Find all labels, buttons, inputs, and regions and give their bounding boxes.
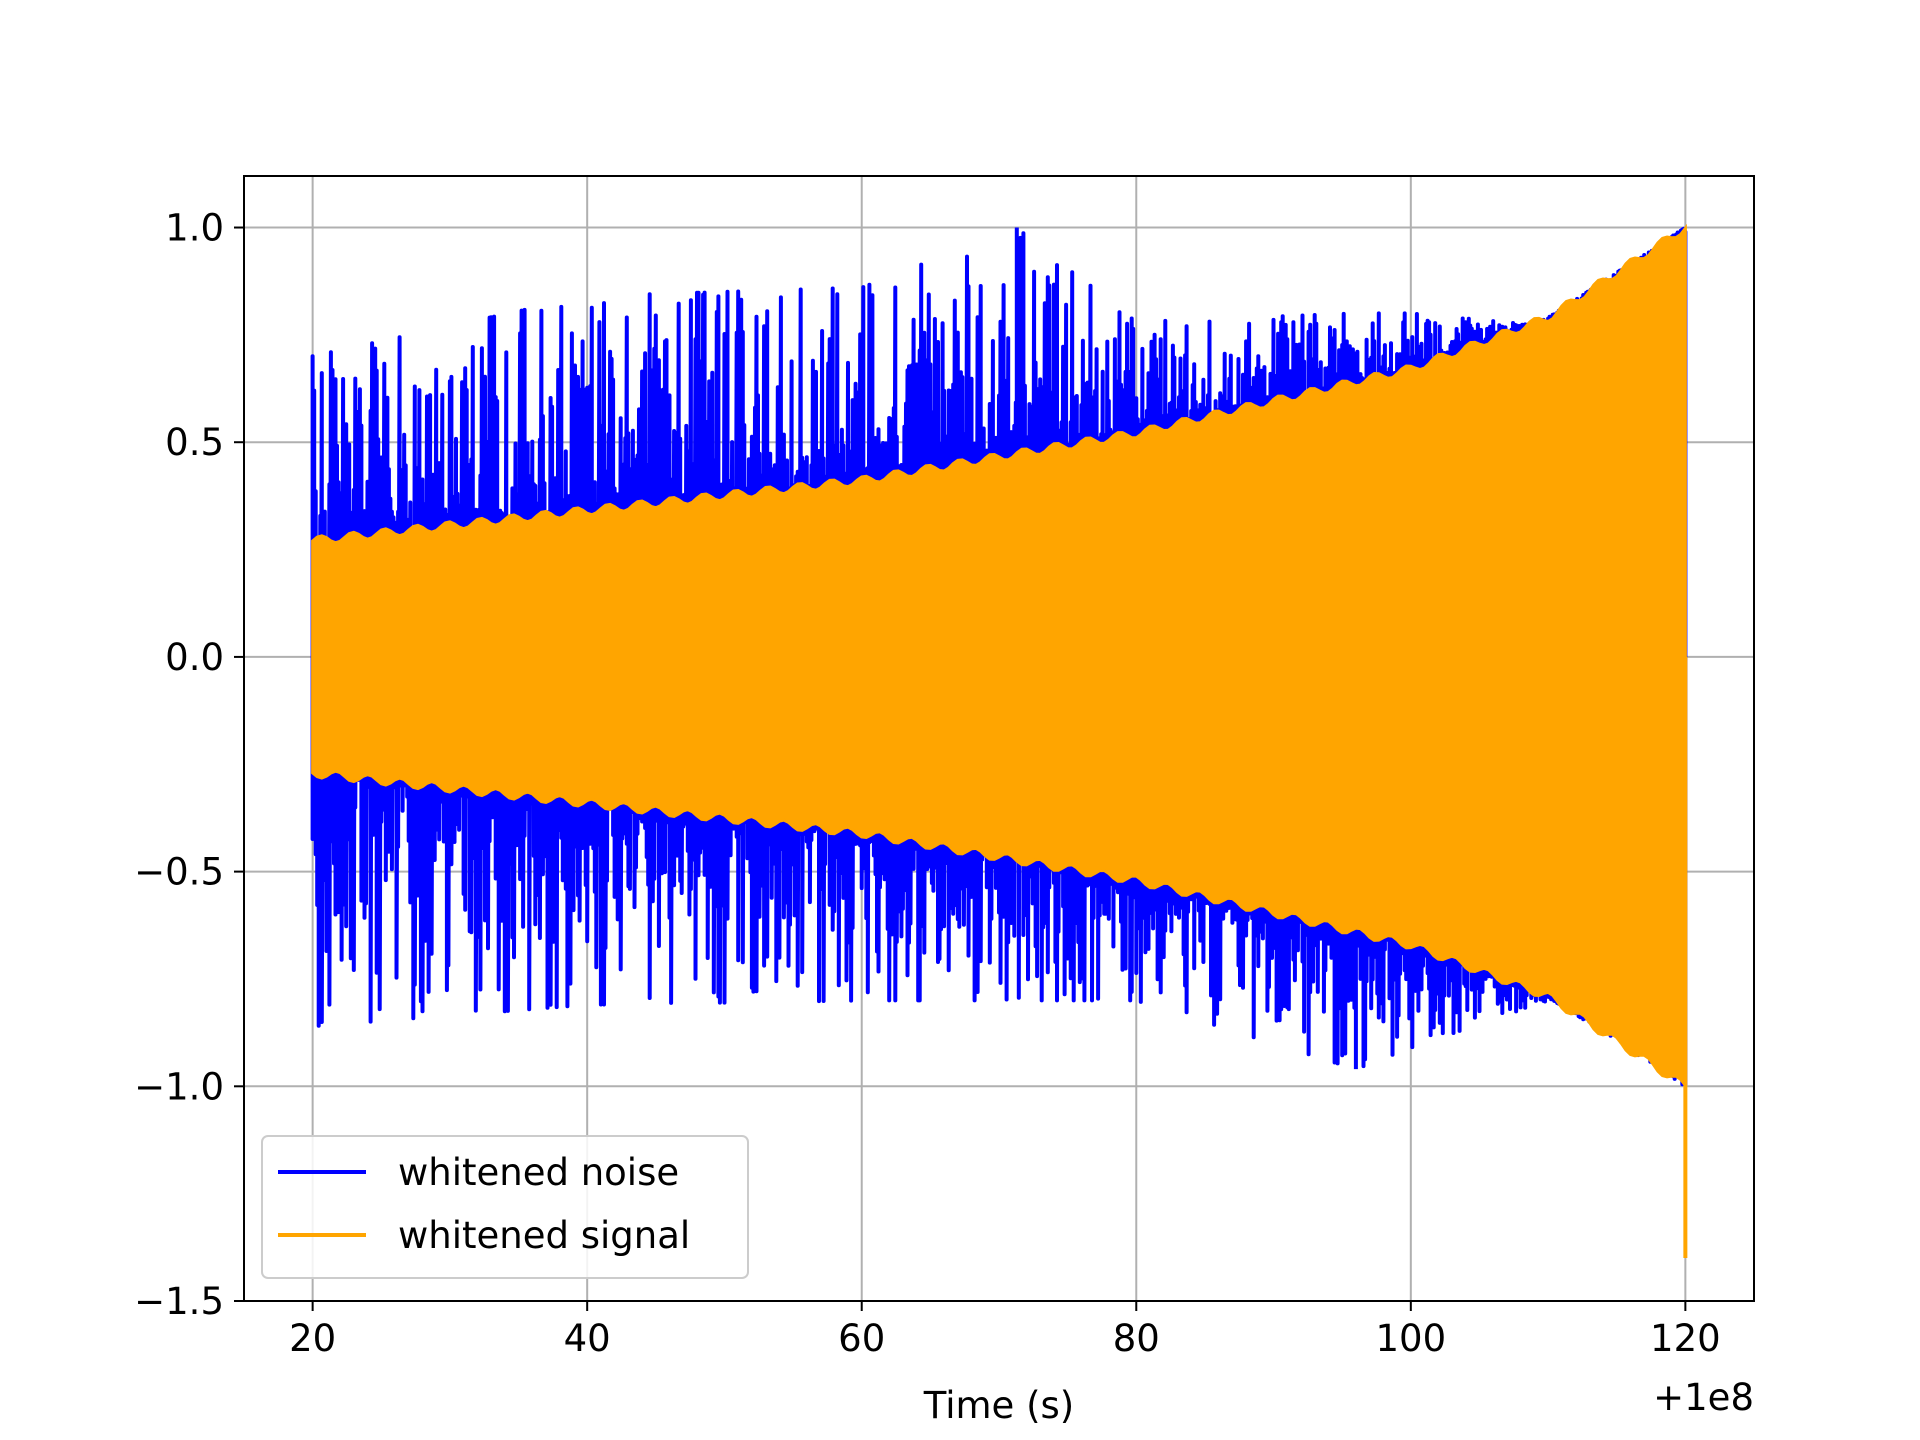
- x-tick-label: 80: [1113, 1317, 1160, 1360]
- x-tick-label: 20: [289, 1317, 336, 1360]
- y-tick-label: −1.5: [134, 1280, 224, 1323]
- y-tick-label: 1.0: [165, 207, 224, 250]
- plot-area: [310, 223, 1688, 1259]
- x-tick-label: 120: [1650, 1317, 1721, 1360]
- y-tick-label: −0.5: [134, 851, 224, 894]
- x-axis-label: Time (s): [923, 1384, 1074, 1427]
- x-tick-label: 40: [564, 1317, 611, 1360]
- y-tick-label: 0.5: [165, 421, 224, 464]
- y-tick-label: 0.0: [165, 636, 224, 679]
- legend-label: whitened signal: [398, 1214, 690, 1257]
- legend-label: whitened noise: [398, 1151, 679, 1194]
- axes-frame: [243, 175, 1755, 1302]
- legend: whitened noise whitened signal: [261, 1135, 749, 1279]
- y-tick-label: −1.0: [134, 1065, 224, 1108]
- x-tick-label: 60: [838, 1317, 885, 1360]
- x-tick-label: 100: [1376, 1317, 1447, 1360]
- legend-box: [261, 1135, 749, 1279]
- x-axis-offset-text: +1e8: [1653, 1376, 1754, 1419]
- ticks: 20 40 60 80 100 120 −1.5 −1.0 −0.5 0.0 0.5 1.0: [134, 207, 1721, 1360]
